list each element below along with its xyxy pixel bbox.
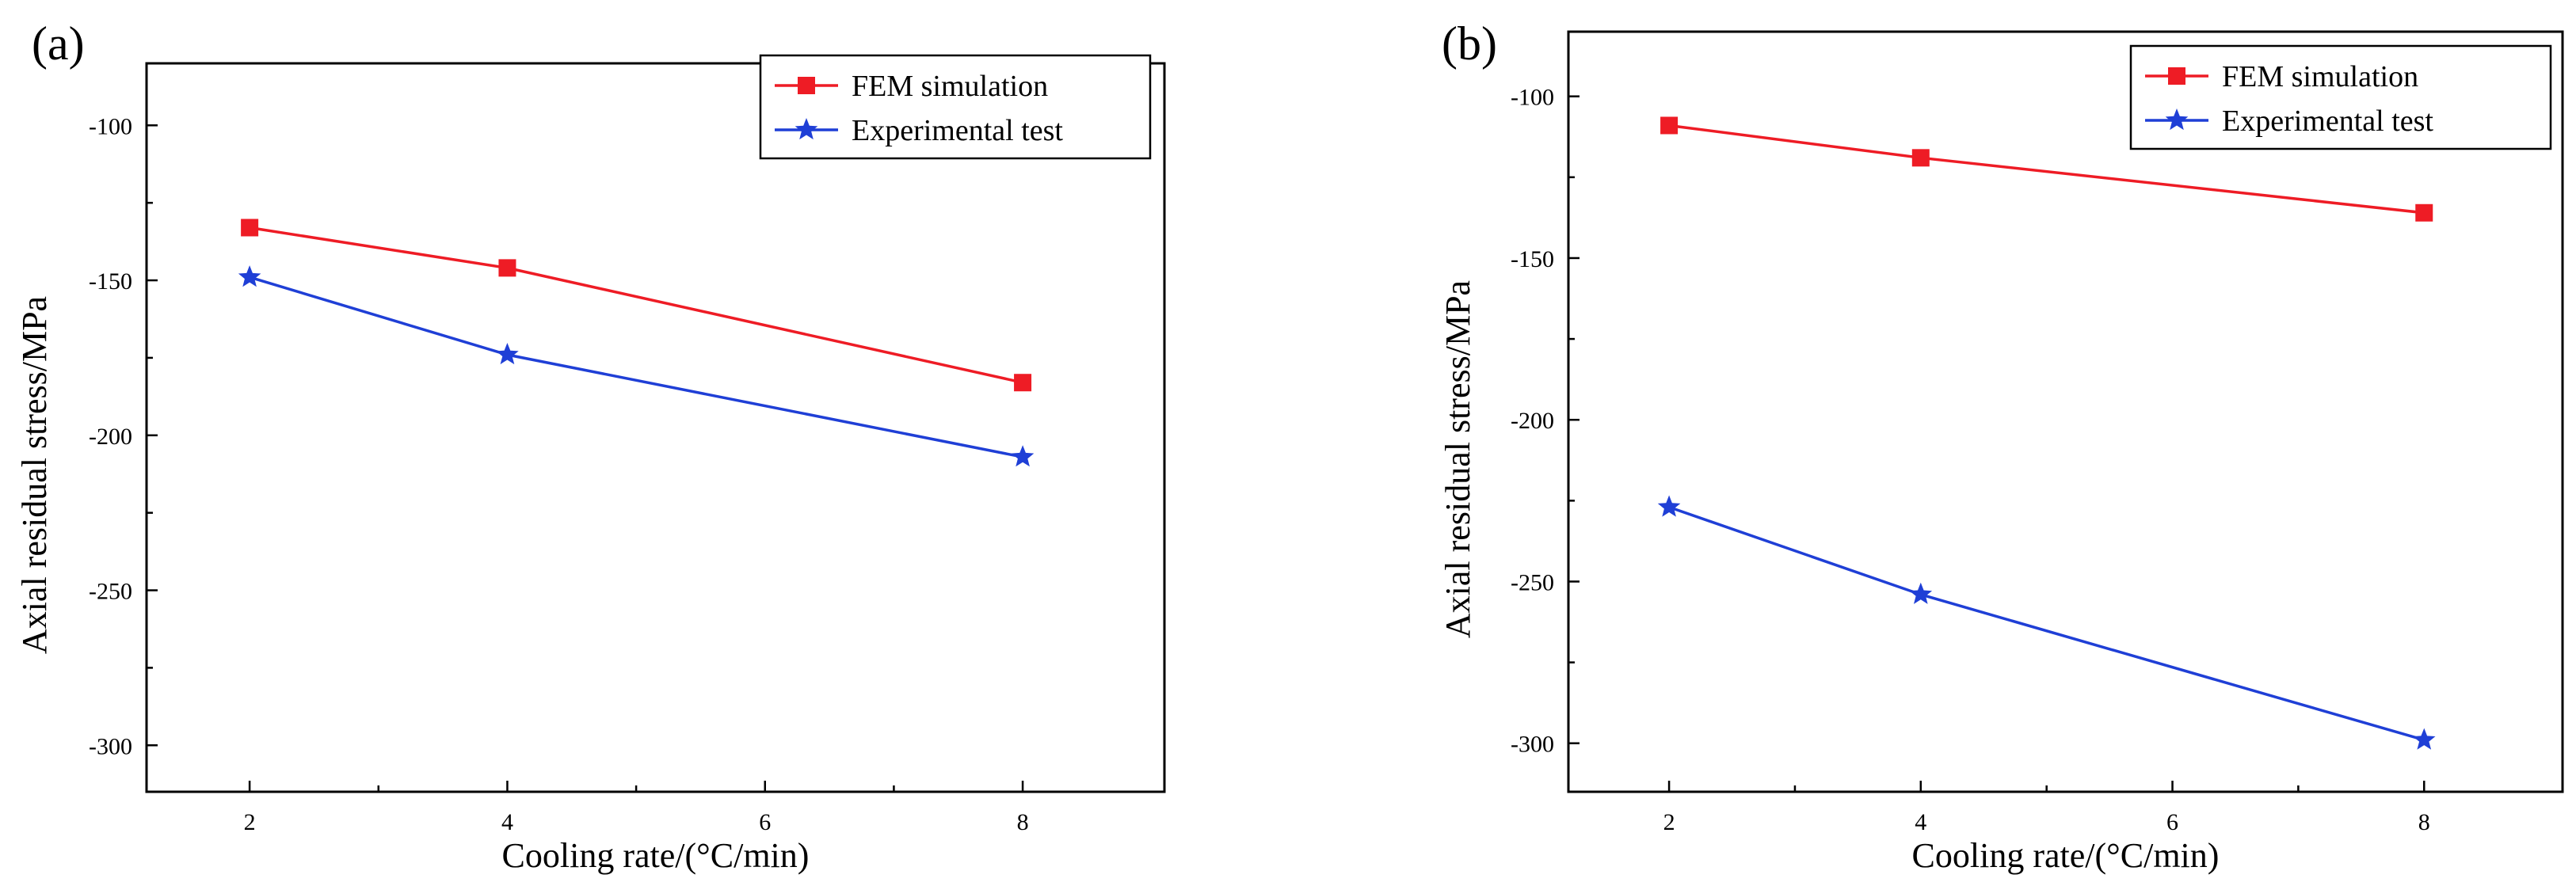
data-point-experimental	[238, 265, 261, 287]
y-tick-label: -100	[89, 113, 132, 139]
x-tick-label: 8	[2418, 809, 2430, 835]
data-point-fem	[498, 259, 516, 277]
plot-frame	[1567, 30, 2564, 793]
panel-label: (b)	[1442, 17, 1497, 70]
data-point-experimental	[1657, 495, 1681, 517]
data-point-fem	[2415, 203, 2433, 222]
legend-label: Experimental test	[2222, 105, 2433, 138]
y-tick-label: -200	[1511, 408, 1554, 434]
series-line-fem	[249, 226, 1023, 384]
y-tick-label: -300	[89, 733, 132, 759]
y-tick-label: -150	[89, 268, 132, 295]
y-axis-title: Axial residual stress/MPa	[15, 296, 54, 654]
y-axis-title: Axial residual stress/MPa	[1439, 280, 1477, 638]
x-tick-label: 2	[244, 809, 256, 835]
y-tick-label: -250	[89, 579, 132, 605]
y-tick-label: -100	[1511, 85, 1554, 111]
legend-box	[2129, 44, 2552, 150]
x-axis-title: Cooling rate/(°C/min)	[1912, 836, 2220, 875]
x-tick-label: 6	[759, 809, 771, 835]
series-line-experimental	[1668, 505, 2425, 742]
data-point-fem	[1014, 374, 1032, 392]
legend-marker	[2165, 108, 2189, 131]
panel-label: (a)	[32, 17, 85, 70]
y-tick-label: -300	[1511, 732, 1554, 758]
chart-panel-a: -100 -150 -200 -250 -300 2 4 6 8 Cooling rate/(°C…	[15, 17, 1166, 875]
x-tick-label: 4	[501, 809, 513, 835]
data-point-experimental	[1909, 582, 1933, 604]
x-tick-label: 4	[1915, 809, 1926, 835]
data-point-fem	[241, 219, 259, 237]
plot-frame	[145, 62, 1166, 793]
chart-panel-b: -100 -150 -200 -250 -300 2 4 6 8 Cooling rate/(°C…	[1439, 17, 2564, 875]
x-tick-label: 6	[2166, 809, 2178, 835]
data-point-experimental	[1011, 445, 1035, 467]
legend-marker	[795, 118, 818, 140]
legend-marker	[798, 77, 815, 94]
y-tick-label: -150	[1511, 246, 1554, 272]
legend-label: FEM simulation	[852, 70, 1048, 103]
legend-box	[759, 54, 1152, 160]
data-point-fem	[1911, 149, 1930, 167]
legend-label: FEM simulation	[2222, 60, 2418, 93]
legend-marker	[2168, 67, 2185, 85]
x-axis-title: Cooling rate/(°C/min)	[502, 836, 810, 875]
series-line-experimental	[249, 276, 1023, 458]
data-point-fem	[1660, 116, 1679, 135]
x-tick-label: 8	[1017, 809, 1029, 835]
data-point-experimental	[2413, 728, 2436, 750]
data-point-experimental	[496, 343, 519, 365]
y-tick-label: -250	[1511, 569, 1554, 595]
legend-label: Experimental test	[852, 114, 1063, 147]
y-tick-label: -200	[89, 424, 132, 450]
x-tick-label: 2	[1663, 809, 1675, 835]
